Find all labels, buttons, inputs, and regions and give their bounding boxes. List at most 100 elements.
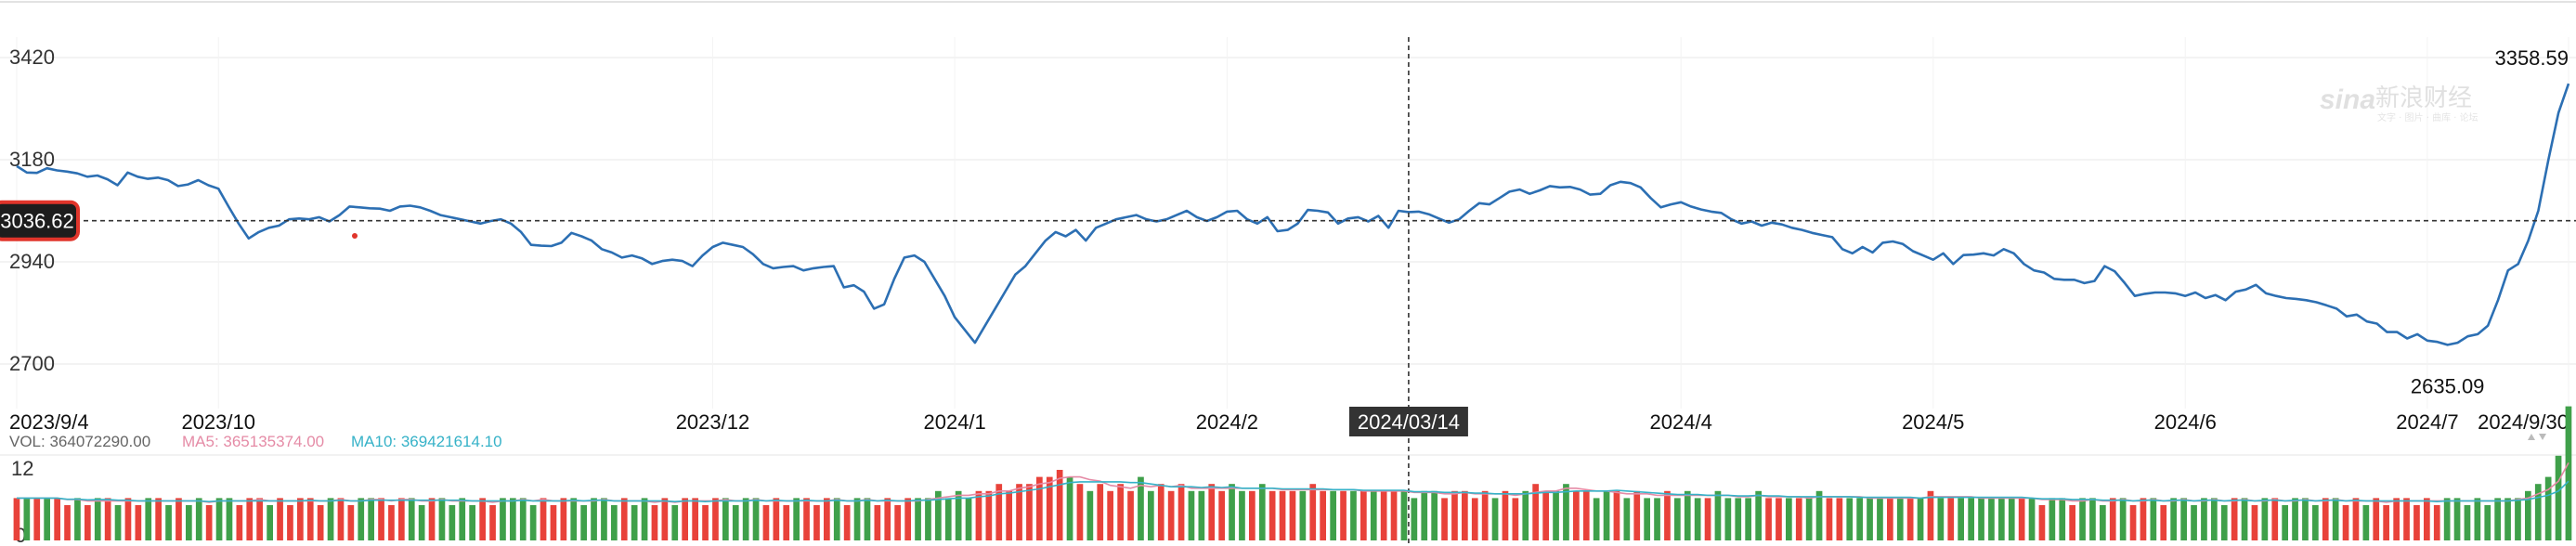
volume-bar [2008,498,2015,540]
volume-bar [1258,484,1266,540]
volume-bar [1340,490,1347,540]
volume-bar [449,505,456,540]
x-tick-label: 2024/6 [2154,410,2217,434]
volume-bar [469,505,475,540]
volume-bar [1471,498,1478,540]
marker-dot [352,233,358,239]
volume-bar [1877,498,1883,540]
volume-bar [2544,476,2552,540]
scroll-up-icon[interactable] [2528,434,2535,440]
volume-bar [2251,505,2258,540]
volume-bar [1724,498,1732,540]
volume-bar [215,498,223,540]
volume-bar [2494,498,2501,540]
volume-bar [2160,505,2167,540]
volume-bar [358,498,365,540]
volume-bar [1795,498,1802,540]
volume-bar [874,505,881,540]
volume-bar [1553,490,1559,540]
volume-bar [2271,498,2279,540]
volume-bar [2109,498,2116,540]
volume-bar [661,498,669,540]
price-series-line [16,83,2570,346]
volume-bar [246,498,254,540]
volume-bar [2028,498,2036,540]
volume-bar [145,498,152,540]
volume-bar [1268,490,1276,540]
volume-bar [337,498,345,540]
volume-bar [1593,498,1600,540]
volume-bar [1776,498,1782,540]
volume-bar [742,498,749,540]
volume-bar [2129,505,2137,540]
scroll-down-icon[interactable] [2539,434,2546,440]
y-tick-label: 3420 [9,46,55,69]
y-tick-label: 2700 [9,352,55,375]
volume-bar [1107,490,1113,540]
volume-bar [428,498,436,540]
volume-bar [510,498,516,540]
volume-bar [894,505,901,540]
volume-bar [1481,490,1489,540]
grid [0,37,2576,409]
crosshair-date-label: 2024/03/14 [1358,410,1460,434]
volume-bar [2534,484,2542,540]
volume-bar [601,498,607,540]
volume-bar [2403,498,2410,540]
volume-bar [205,505,213,540]
volume-bar [2393,498,2400,540]
volume-bar [1208,484,1216,540]
volume-bar [580,505,587,540]
volume-bar [2373,498,2380,540]
volume-bar [1380,490,1387,540]
volume-bar [1896,498,1904,540]
volume-bar [2484,505,2491,540]
volume-bar [94,498,101,540]
volume-bar [904,498,911,540]
volume-bar [1188,490,1195,540]
volume-bar [1066,476,1073,540]
volume-bar [23,498,31,540]
volume-bar [438,498,446,540]
ma5-label: MA5: 365135374.00 [182,433,324,450]
volume-bar [1036,476,1043,540]
volume-bar [2170,498,2177,540]
volume-bar [1016,484,1022,540]
x-tick-label: 2023/9/4 [9,410,89,434]
crosshair-value-label: 3036.62 [0,210,74,233]
volume-bar [1522,490,1529,540]
volume-bar [54,498,60,540]
volume-bar [540,498,547,540]
volume-bar [944,498,952,540]
volume-bar [560,498,567,540]
volume-bar [2332,498,2339,540]
volume-bar [368,498,374,540]
volume-bar [1704,498,1711,540]
volume-bar [1239,490,1245,540]
volume-bar [641,498,648,540]
volume-bar [2079,498,2086,540]
volume-bar [195,498,202,540]
volume-bar [762,505,770,540]
volume-bar [2119,498,2127,540]
volume-bar [176,498,182,540]
volume-bar [85,505,91,540]
volume-bar [1644,498,1650,540]
volume-bar [1887,498,1893,540]
volume-bar [2474,498,2481,540]
scroll-arrows[interactable] [2528,434,2546,440]
volume-bar [884,498,891,540]
watermark-tagline: 文字 · 图片 · 曲库 · 论坛 [2377,111,2478,124]
volume-bar [1937,498,1945,540]
volume-bar [1694,498,1701,540]
volume-bar [2089,498,2096,540]
volume-bar [1573,490,1580,540]
volume-bar [2433,505,2440,540]
volume-bar [732,505,739,540]
watermark-brand: sina [2320,84,2375,115]
volume-bar [2211,498,2218,540]
volume-bar [1046,476,1053,540]
volume-bar [2241,498,2248,540]
volume-bar [1998,498,2005,540]
